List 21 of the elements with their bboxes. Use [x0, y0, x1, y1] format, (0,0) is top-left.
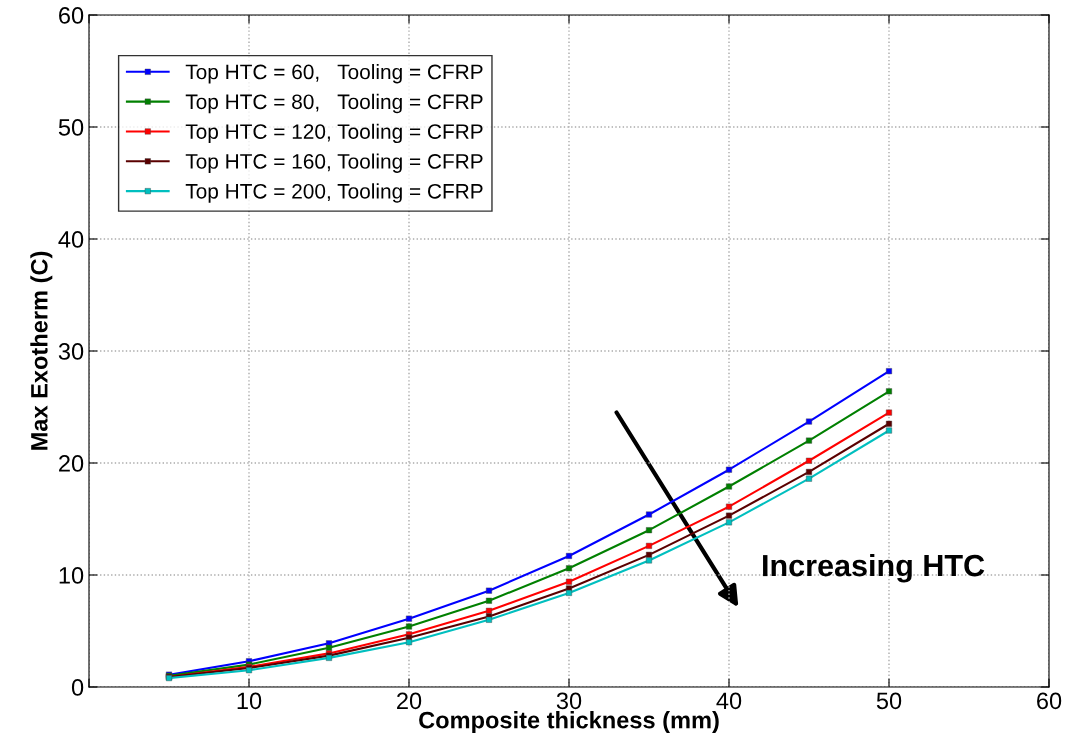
x-tick-label: 10 [237, 692, 262, 710]
y-tick-label: 40 [58, 231, 84, 248]
legend-label: Top HTC = 160, Tooling = CFRP [185, 153, 483, 173]
annotation: Increasing HTC [763, 553, 985, 583]
y-tick-label: 50 [58, 119, 84, 136]
x-tick-label: 60 [1037, 692, 1062, 710]
y-tick-label: 20 [59, 455, 84, 472]
legend-label: Top HTC = 60, Tooling = CFRP [185, 63, 483, 84]
x-tick-label: 40 [716, 692, 742, 710]
y-tick-label: 0 [71, 679, 84, 696]
x-axis-title: Composite thickness (mm) [419, 711, 719, 734]
y-tick-label: 60 [59, 7, 84, 24]
legend-label: Top HTC = 120, Tooling = CFRP [185, 123, 483, 144]
legend-label: Top HTC = 200, Tooling = CFRP [185, 183, 483, 203]
x-tick-label: 30 [556, 692, 582, 710]
x-tick-label: 50 [876, 692, 902, 710]
y-axis-title: Max Exotherm (C) [30, 251, 53, 450]
y-tick-label: 10 [59, 567, 84, 584]
y-tick-label: 30 [58, 343, 84, 360]
legend-label: Top HTC = 80, Tooling = CFRP [185, 93, 483, 114]
x-tick-label: 20 [397, 692, 422, 710]
